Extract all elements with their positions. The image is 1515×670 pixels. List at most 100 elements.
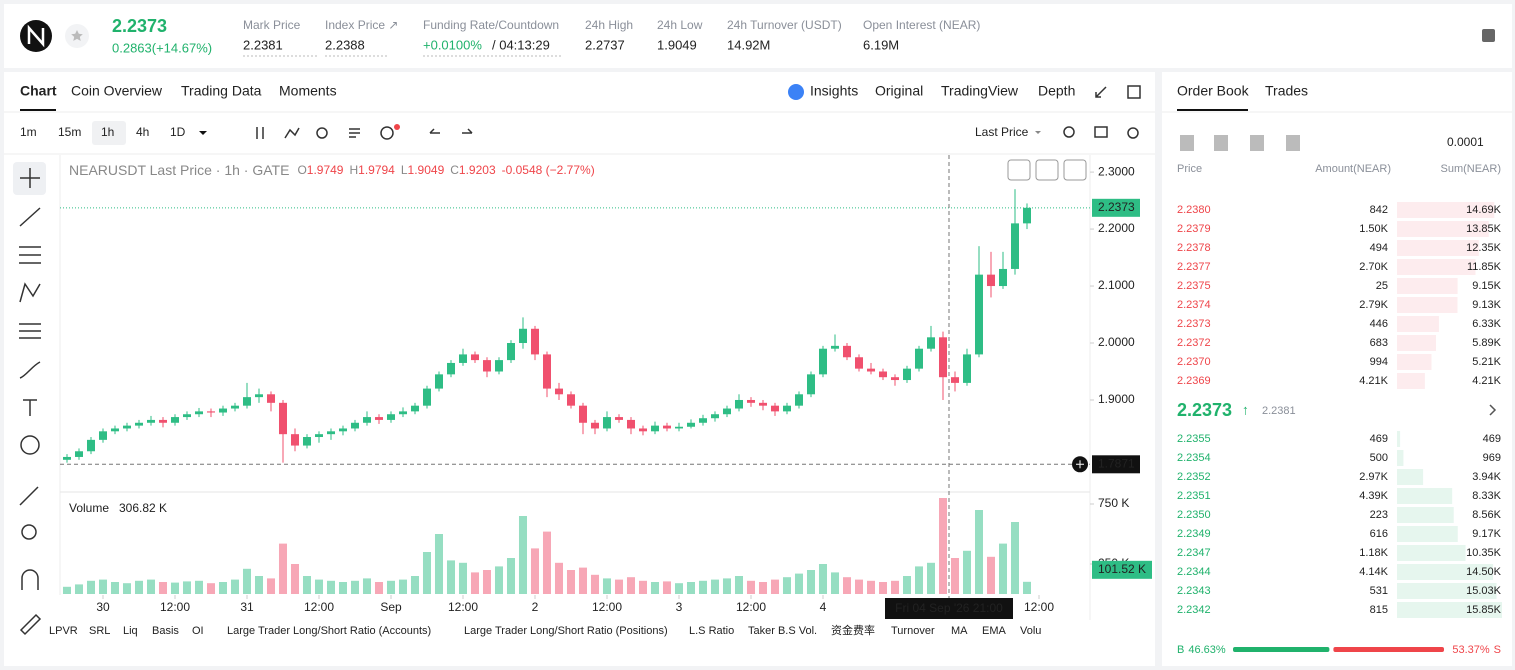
interval[interactable]: 15m [58, 125, 81, 139]
candle-body [626, 419, 635, 429]
volume-bar [794, 573, 803, 594]
buy-ratio: B 46.63% [1177, 644, 1226, 656]
candle-body [722, 408, 731, 415]
x-tick-label: 12:00 [592, 600, 622, 614]
menu-icon[interactable] [1482, 29, 1495, 42]
book-price: 2.2349 [1177, 528, 1211, 540]
candle-body [554, 388, 563, 395]
sell-value: 53.37% [1452, 644, 1490, 656]
interval[interactable]: 1m [20, 125, 37, 139]
tab[interactable]: Trading Data [181, 83, 262, 99]
indicator[interactable]: OI [192, 625, 204, 637]
candle-body [578, 405, 587, 423]
indicator[interactable]: L.S Ratio [689, 625, 734, 637]
book-view-icons [1180, 135, 1300, 151]
volume-bar [254, 576, 263, 594]
candle-body [338, 428, 347, 432]
volume-bar [626, 577, 635, 594]
price-type[interactable]: Last Price [975, 125, 1029, 139]
book-sum: 9.17K [1472, 528, 1501, 540]
indicator[interactable]: Basis [152, 625, 179, 637]
volume-bar [230, 579, 239, 594]
candle-body [350, 422, 359, 429]
legend-change: -0.0548 (−2.77%) [502, 163, 595, 177]
last-volume-label: 101.52 K [1098, 562, 1146, 576]
precision[interactable]: 0.0001 [1447, 135, 1484, 149]
tab[interactable]: Trades [1265, 83, 1308, 99]
volume-bar [518, 516, 527, 594]
volume-bar [110, 582, 119, 594]
interval[interactable]: 1D [170, 125, 186, 139]
ai-icon [788, 84, 804, 100]
candle-body [806, 374, 815, 395]
book-price: 2.2354 [1177, 452, 1211, 464]
indicator[interactable]: Taker B.S Vol. [748, 625, 817, 637]
view-option[interactable]: Depth [1038, 83, 1075, 99]
volume-bar [734, 576, 743, 594]
tab[interactable]: Coin Overview [71, 83, 163, 99]
logo-glyph [27, 24, 45, 48]
volume-bar [314, 579, 323, 594]
candle-body [566, 394, 575, 406]
candle-body [1022, 207, 1031, 224]
volume-bar [878, 582, 887, 594]
indicator[interactable]: Large Trader Long/Short Ratio (Accounts) [227, 625, 431, 637]
view-option[interactable]: Original [875, 83, 923, 99]
column-header: Price [1177, 163, 1202, 175]
volume-bar [782, 577, 791, 594]
indicator[interactable]: 资金费率 [831, 623, 875, 637]
book-price: 2.2342 [1177, 604, 1211, 616]
candle-body [458, 354, 467, 363]
volume-bar [686, 582, 695, 594]
indicator[interactable]: EMA [982, 625, 1007, 637]
candle-body [278, 402, 287, 435]
ohlc-value: 1.9203 [459, 163, 496, 177]
indicator[interactable]: Liq [123, 625, 138, 637]
candle-body [98, 431, 107, 440]
buy-bar [1233, 647, 1330, 652]
candle-body [194, 411, 203, 415]
indicator[interactable]: MA [951, 625, 968, 637]
indicator[interactable]: Turnover [891, 625, 935, 637]
volume-bar [182, 581, 191, 594]
column-header: Amount(NEAR) [1315, 163, 1391, 175]
tab[interactable]: Moments [279, 83, 337, 99]
book-amount: 683 [1370, 337, 1388, 349]
candle-body [734, 399, 743, 409]
view-option[interactable]: Insights [810, 83, 858, 99]
indicator[interactable]: SRL [89, 625, 110, 637]
volume-bar [530, 548, 539, 594]
last-price-label: 2.2373 [1098, 200, 1135, 214]
volume-bar [986, 556, 995, 594]
interval[interactable]: 4h [136, 125, 149, 139]
book-amount: 1.18K [1359, 547, 1388, 559]
view-option[interactable]: TradingView [941, 83, 1019, 99]
book-sum: 3.94K [1472, 471, 1501, 483]
tab[interactable]: Order Book [1177, 83, 1250, 99]
volume-bar [422, 552, 431, 594]
crosshair-x-label: Fri 04 Sep '26 21:00 [895, 601, 1003, 615]
indicator[interactable]: Large Trader Long/Short Ratio (Positions… [464, 625, 668, 637]
interval[interactable]: 1h [101, 125, 114, 139]
volume-bar [566, 570, 575, 594]
book-amount: 4.39K [1359, 490, 1388, 502]
book-price: 2.2350 [1177, 509, 1211, 521]
volume-bar [866, 580, 875, 594]
volume-bar [158, 582, 167, 594]
drawing-tools [19, 168, 42, 636]
tab[interactable]: Chart [20, 83, 57, 99]
indicator[interactable]: LPVR [49, 625, 78, 637]
volume-bar [122, 583, 131, 594]
candle-body [794, 394, 803, 406]
book-sum: 9.13K [1472, 299, 1501, 311]
ohlc-value: 1.9749 [307, 163, 344, 177]
book-sum: 6.33K [1472, 318, 1501, 330]
volume-bar [770, 579, 779, 594]
candle-body [1010, 223, 1019, 269]
book-price: 2.2370 [1177, 356, 1211, 368]
volume-bar [662, 581, 671, 594]
indicator[interactable]: Volu [1020, 625, 1041, 637]
depth-bar [1397, 526, 1458, 542]
book-price: 2.2344 [1177, 566, 1211, 578]
